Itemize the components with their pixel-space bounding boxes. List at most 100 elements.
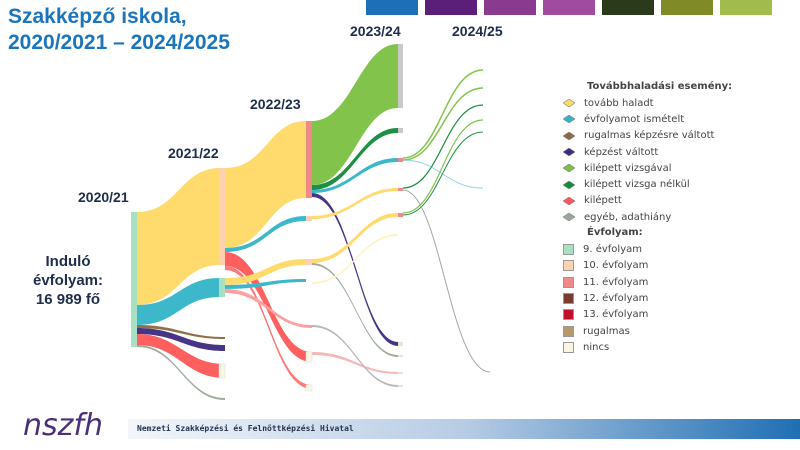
legend-event-item: rugalmas képzésre váltott [560, 128, 732, 144]
legend-event-label: tovább haladt [584, 97, 654, 109]
legend-events-title: Továbbhaladási esemény: [587, 81, 733, 92]
square-marker-icon [563, 260, 574, 272]
legend-grade-label: rugalmas [583, 325, 630, 337]
legend-grades-list: 9. évfolyam 10. évfolyam 11. évfolyam 12. é… [560, 241, 732, 355]
node-2023-small-d [398, 385, 403, 387]
diamond-marker-icon [563, 115, 575, 124]
diamond-marker-icon [563, 148, 575, 157]
flow-11-noexam-exit [312, 128, 398, 190]
flow-low-gray [312, 325, 398, 387]
legend-event-item: kilépett [560, 193, 732, 209]
legend-grade-label: 10. évfolyam [583, 260, 649, 272]
flow-10-other-down [225, 266, 312, 389]
legend-events-list: tovább haladt évfolyamot ismételt rugalmas… [560, 95, 732, 225]
flow-24-green-a [402, 69, 484, 159]
flow-9-other [137, 345, 225, 400]
node-2023-grade12 [398, 188, 403, 191]
flow-9-flexible [137, 325, 225, 339]
palette-swatch [366, 0, 418, 15]
flow-9-switched [137, 328, 225, 351]
flow-11-exam-exit [312, 44, 398, 185]
node-2022-drop-a [305, 351, 313, 363]
legend-event-label: rugalmas képzésre váltott [584, 130, 715, 142]
node-2023-none-b [398, 128, 403, 133]
flow-12-left [312, 213, 398, 263]
node-2022-grade10-rep [306, 216, 312, 221]
palette-swatch [484, 0, 536, 15]
node-2022-grade10-b [306, 259, 312, 265]
palette-swatch [425, 0, 477, 15]
legend-event-label: képzést váltott [584, 146, 659, 158]
flow-10-repeated [225, 216, 306, 252]
flow-9-left [137, 334, 225, 378]
legend-grade-item: rugalmas [560, 323, 732, 339]
legend-event-label: kilépett vizsga nélkül [584, 179, 690, 191]
legend-grade-item: 11. évfolyam [560, 274, 732, 290]
palette-swatch [720, 0, 772, 15]
flow-10-to-11-continued [225, 121, 306, 248]
diamond-marker-icon [563, 213, 575, 222]
legend-event-label: évfolyamot ismételt [584, 113, 685, 125]
nszfh-logo: nszfh [23, 408, 103, 443]
flow-rep-to-10 [225, 279, 306, 289]
footer-institution-name: Nemzeti Szakképzési és Felnőttképzési Hi… [137, 424, 354, 433]
square-marker-icon [563, 292, 574, 304]
year-label-2023-24: 2023/24 [350, 23, 401, 39]
node-2023-small-c [398, 372, 403, 374]
legend-event-item: képzést váltott [560, 144, 732, 160]
legend: Továbbhaladási esemény: tovább haladt évf… [560, 79, 732, 355]
flow-low-pink [312, 352, 398, 374]
flow-rep-to-11 [225, 259, 306, 285]
node-2023-small-b [398, 355, 403, 357]
page-title: Szakképző iskola, 2020/2021 – 2024/2025 [8, 5, 230, 54]
node-2022-drop-b [305, 384, 313, 392]
palette-swatch [543, 0, 595, 15]
node-2020-grade9 [131, 212, 137, 347]
flow-24-green-b [402, 87, 484, 161]
node-2021-grade10 [219, 168, 225, 265]
node-2021-drop [218, 363, 226, 379]
node-2021-grade9-rep [219, 278, 225, 297]
node-2023-grade12-b [398, 213, 403, 217]
legend-event-label: egyéb, adathiány [584, 211, 672, 223]
legend-grade-label: nincs [583, 341, 610, 353]
flow-24-green-c [402, 104, 484, 189]
flow-11-repeated [312, 158, 398, 193]
node-2022-grade11 [306, 121, 312, 198]
legend-grade-item: nincs [560, 339, 732, 355]
legend-grade-item: 10. évfolyam [560, 258, 732, 274]
diamond-marker-icon [563, 131, 575, 140]
square-marker-icon [563, 276, 574, 288]
legend-event-item: egyéb, adathiány [560, 209, 732, 225]
footer-bar [128, 419, 800, 439]
flow-24-green-e [402, 131, 484, 216]
square-marker-icon [563, 244, 574, 256]
legend-event-label: kilépett [584, 195, 622, 207]
flow-24-green-d [402, 119, 484, 214]
year-label-2021-22: 2021/22 [168, 145, 219, 161]
year-label-2024-25: 2024/25 [452, 23, 503, 39]
year-label-2020-21: 2020/21 [78, 189, 129, 205]
diamond-marker-icon [563, 180, 575, 189]
node-2023-none-large [398, 44, 403, 108]
flow-24-gray [402, 189, 491, 373]
legend-grade-label: 12. évfolyam [583, 292, 649, 304]
logo-text: nszfh [23, 408, 103, 443]
legend-grade-label: 11. évfolyam [583, 276, 649, 288]
node-2023-small-a [398, 342, 403, 346]
legend-event-label: kilépett vizsgával [584, 162, 672, 174]
diamond-marker-icon [563, 164, 575, 173]
flow-24-cyan [402, 159, 484, 189]
palette-swatch [602, 0, 654, 15]
flow-12-other [312, 263, 398, 357]
legend-grades-title: Évfolyam: [587, 227, 643, 239]
legend-grade-item: 9. évfolyam [560, 241, 732, 257]
legend-event-item: kilépett vizsgával [560, 160, 732, 176]
legend-grade-item: 13. évfolyam [560, 307, 732, 323]
flow-12-continued [312, 188, 398, 219]
flow-low-pale [312, 234, 398, 284]
square-marker-icon [563, 309, 574, 321]
legend-event-item: évfolyamot ismételt [560, 111, 732, 127]
square-marker-icon [563, 325, 574, 337]
